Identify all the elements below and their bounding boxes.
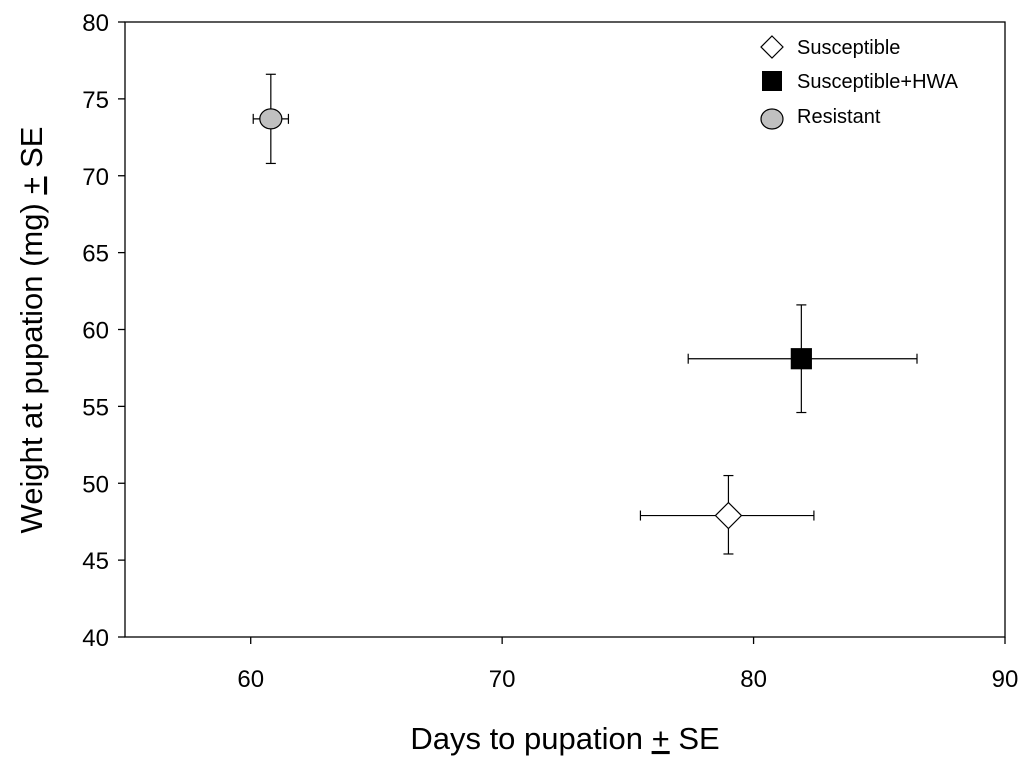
- x-tick-label: 80: [740, 666, 767, 693]
- legend-square-icon: [762, 71, 782, 91]
- x-axis-label-text: Days to pupation: [410, 721, 651, 756]
- x-axis-label-se: SE: [670, 721, 720, 756]
- point-susceptible-hwa: [687, 304, 918, 414]
- legend-item-susceptible: Susceptible: [760, 35, 900, 59]
- y-tick-label: 55: [82, 394, 109, 421]
- legend-label-resistant: Resistant: [797, 106, 881, 128]
- y-tick-label: 60: [82, 318, 109, 345]
- legend-label-susceptible-hwa: Susceptible+HWA: [797, 71, 959, 93]
- y-tick-label: 70: [82, 164, 109, 191]
- legend-item-resistant: Resistant: [760, 106, 881, 130]
- y-tick-label: 45: [82, 548, 109, 575]
- y-axis-ticks: 40 45 50 55 60 65 70 75 80: [82, 10, 125, 652]
- y-tick-label: 80: [82, 10, 109, 37]
- data-marker-diamond: [714, 501, 743, 530]
- point-resistant: [252, 73, 290, 165]
- x-axis-label: Days to pupation + SE: [410, 721, 719, 756]
- x-tick-label: 70: [489, 666, 516, 693]
- y-axis-label-se: SE: [14, 127, 49, 177]
- y-tick-label: 40: [82, 625, 109, 652]
- data-points: [252, 73, 918, 555]
- y-tick-label: 50: [82, 471, 109, 498]
- y-axis-label: Weight at pupation (mg) + SE: [14, 127, 49, 534]
- data-marker-square: [790, 348, 812, 370]
- x-tick-label: 90: [992, 666, 1019, 693]
- x-tick-label: 60: [237, 666, 264, 693]
- x-axis-ticks: 60 70 80 90: [237, 637, 1018, 693]
- x-axis-label-plusminus: +: [652, 721, 670, 756]
- y-axis-label-text: Weight at pupation (mg): [14, 195, 49, 534]
- y-tick-label: 75: [82, 87, 109, 114]
- legend-circle-icon: [760, 108, 784, 130]
- legend-diamond-icon: [760, 35, 784, 59]
- legend-label-susceptible: Susceptible: [797, 37, 900, 59]
- legend: Susceptible Susceptible+HWA Resistant: [760, 35, 959, 130]
- y-tick-label: 65: [82, 241, 109, 268]
- data-marker-circle: [259, 108, 283, 130]
- y-axis-label-plusminus: +: [14, 176, 49, 194]
- legend-item-susceptible-hwa: Susceptible+HWA: [762, 71, 959, 93]
- point-susceptible: [639, 474, 815, 555]
